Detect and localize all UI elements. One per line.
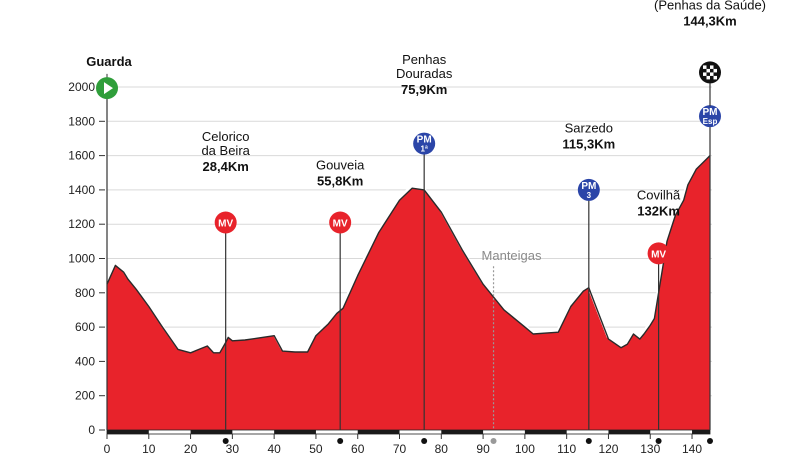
badge-label: PM (417, 135, 432, 146)
waypoint-name: Douradas (396, 66, 453, 81)
x-axis-segment (608, 430, 651, 434)
y-tick-label: 1800 (68, 114, 95, 128)
x-axis-segment (190, 430, 233, 434)
checker-square (713, 68, 717, 73)
x-tick-label: 70 (393, 442, 407, 456)
elevation-fill (107, 155, 710, 430)
sprint-badge-icon (647, 242, 670, 265)
x-tick-label: 0 (104, 442, 111, 456)
y-axis: 0 200 400 600 800 1000 1200 1400 1600 1800 2000 (68, 73, 108, 437)
y-tick-label: 400 (75, 354, 95, 368)
x-tick-label: 100 (515, 442, 535, 456)
marker-dot (490, 438, 497, 444)
badge-label: MV (333, 218, 348, 229)
badge-label: PM (703, 107, 718, 118)
x-tick-label: 90 (476, 442, 490, 456)
checker-square (703, 65, 707, 69)
badge-label: MV (651, 249, 666, 260)
marker-dot (421, 438, 428, 444)
x-axis-segment (274, 430, 316, 434)
x-tick-label: 140 (682, 442, 702, 456)
x-tick-label: 50 (309, 442, 323, 456)
x-axis-segment (107, 430, 149, 434)
x-tick-label: 110 (557, 442, 576, 456)
waypoint-name: Celorico (202, 129, 250, 144)
play-icon (104, 82, 113, 95)
x-tick-label: 20 (184, 442, 198, 456)
x-axis: 0 10 20 30 40 50 60 70 80 90 100 110 120 130 140 (104, 429, 711, 456)
climb-badge-icon (699, 105, 721, 128)
y-tick-label: 1200 (68, 217, 95, 231)
x-tick-label: 60 (351, 442, 365, 456)
checker-square (710, 72, 714, 76)
checker-square (703, 72, 707, 76)
badge-label: MV (218, 218, 233, 229)
y-tick-label: 2000 (68, 80, 95, 94)
elevation-line (106, 155, 711, 354)
climb-badge-icon (413, 132, 436, 155)
waypoint-name: Manteigas (482, 248, 542, 263)
elevation-area (105, 152, 711, 430)
sprint-badge-icon (214, 211, 237, 234)
y-tick-label: 1000 (68, 252, 95, 266)
marker-dot (222, 438, 229, 444)
climb-badge-icon (577, 178, 600, 201)
y-tick-label: 200 (75, 389, 95, 403)
x-tick-label: 80 (435, 442, 449, 456)
checker-square (710, 65, 714, 69)
x-axis-segment (357, 430, 400, 434)
badge-category: 1ª (420, 145, 427, 154)
y-tick-label: 0 (88, 423, 95, 437)
waypoint-km: 75,9Km (401, 82, 447, 97)
x-tick-label: 40 (267, 442, 281, 456)
waypoint-km: 28,4Km (203, 159, 249, 174)
x-axis-segment (692, 430, 710, 434)
checker-square (706, 68, 710, 73)
waypoint-km: 115,3Km (562, 137, 615, 152)
waypoint-name: da Beira (201, 143, 250, 158)
waypoint-km: 132Km (637, 204, 680, 219)
waypoint-name: Guarda (86, 54, 132, 69)
waypoint-guarda: Guarda (86, 54, 133, 430)
sprint-badge-icon (329, 211, 352, 234)
waypoint-name: Gouveia (316, 158, 365, 173)
marker-dot (707, 438, 713, 444)
x-tick-label: 10 (142, 442, 156, 456)
waypoint-km: 144,3Km (683, 13, 736, 28)
x-tick-label: 130 (640, 442, 660, 456)
badge-category: Esp (703, 117, 718, 126)
waypoint-name: Sarzedo (565, 121, 613, 136)
marker-dot (337, 438, 344, 444)
badge-category: 3 (587, 191, 592, 200)
marker-dot (655, 438, 662, 444)
x-axis-segment (441, 430, 484, 434)
y-tick-label: 600 (75, 320, 95, 334)
badge-label: PM (581, 181, 596, 192)
waypoint-covilh-: PMEspCovilhã(Penhas da Saúde)144,3Km (654, 0, 766, 444)
checker-square (713, 75, 717, 80)
waypoint-manteigas: Manteigas (482, 248, 542, 444)
x-axis-segment (524, 430, 567, 434)
checker-square (706, 75, 710, 80)
elevation-halo (105, 152, 710, 352)
y-tick-label: 1600 (68, 149, 95, 163)
waypoint-km: 55,8Km (317, 174, 363, 189)
marker-dot (585, 438, 592, 444)
x-tick-label: 120 (598, 442, 618, 456)
waypoint-name: Covilhã (637, 188, 681, 203)
y-tick-label: 800 (75, 286, 95, 300)
y-tick-label: 1400 (68, 183, 95, 197)
x-tick-label: 30 (226, 442, 240, 456)
waypoint-name: (Penhas da Saúde) (654, 0, 766, 12)
waypoint-name: Penhas (402, 52, 447, 67)
